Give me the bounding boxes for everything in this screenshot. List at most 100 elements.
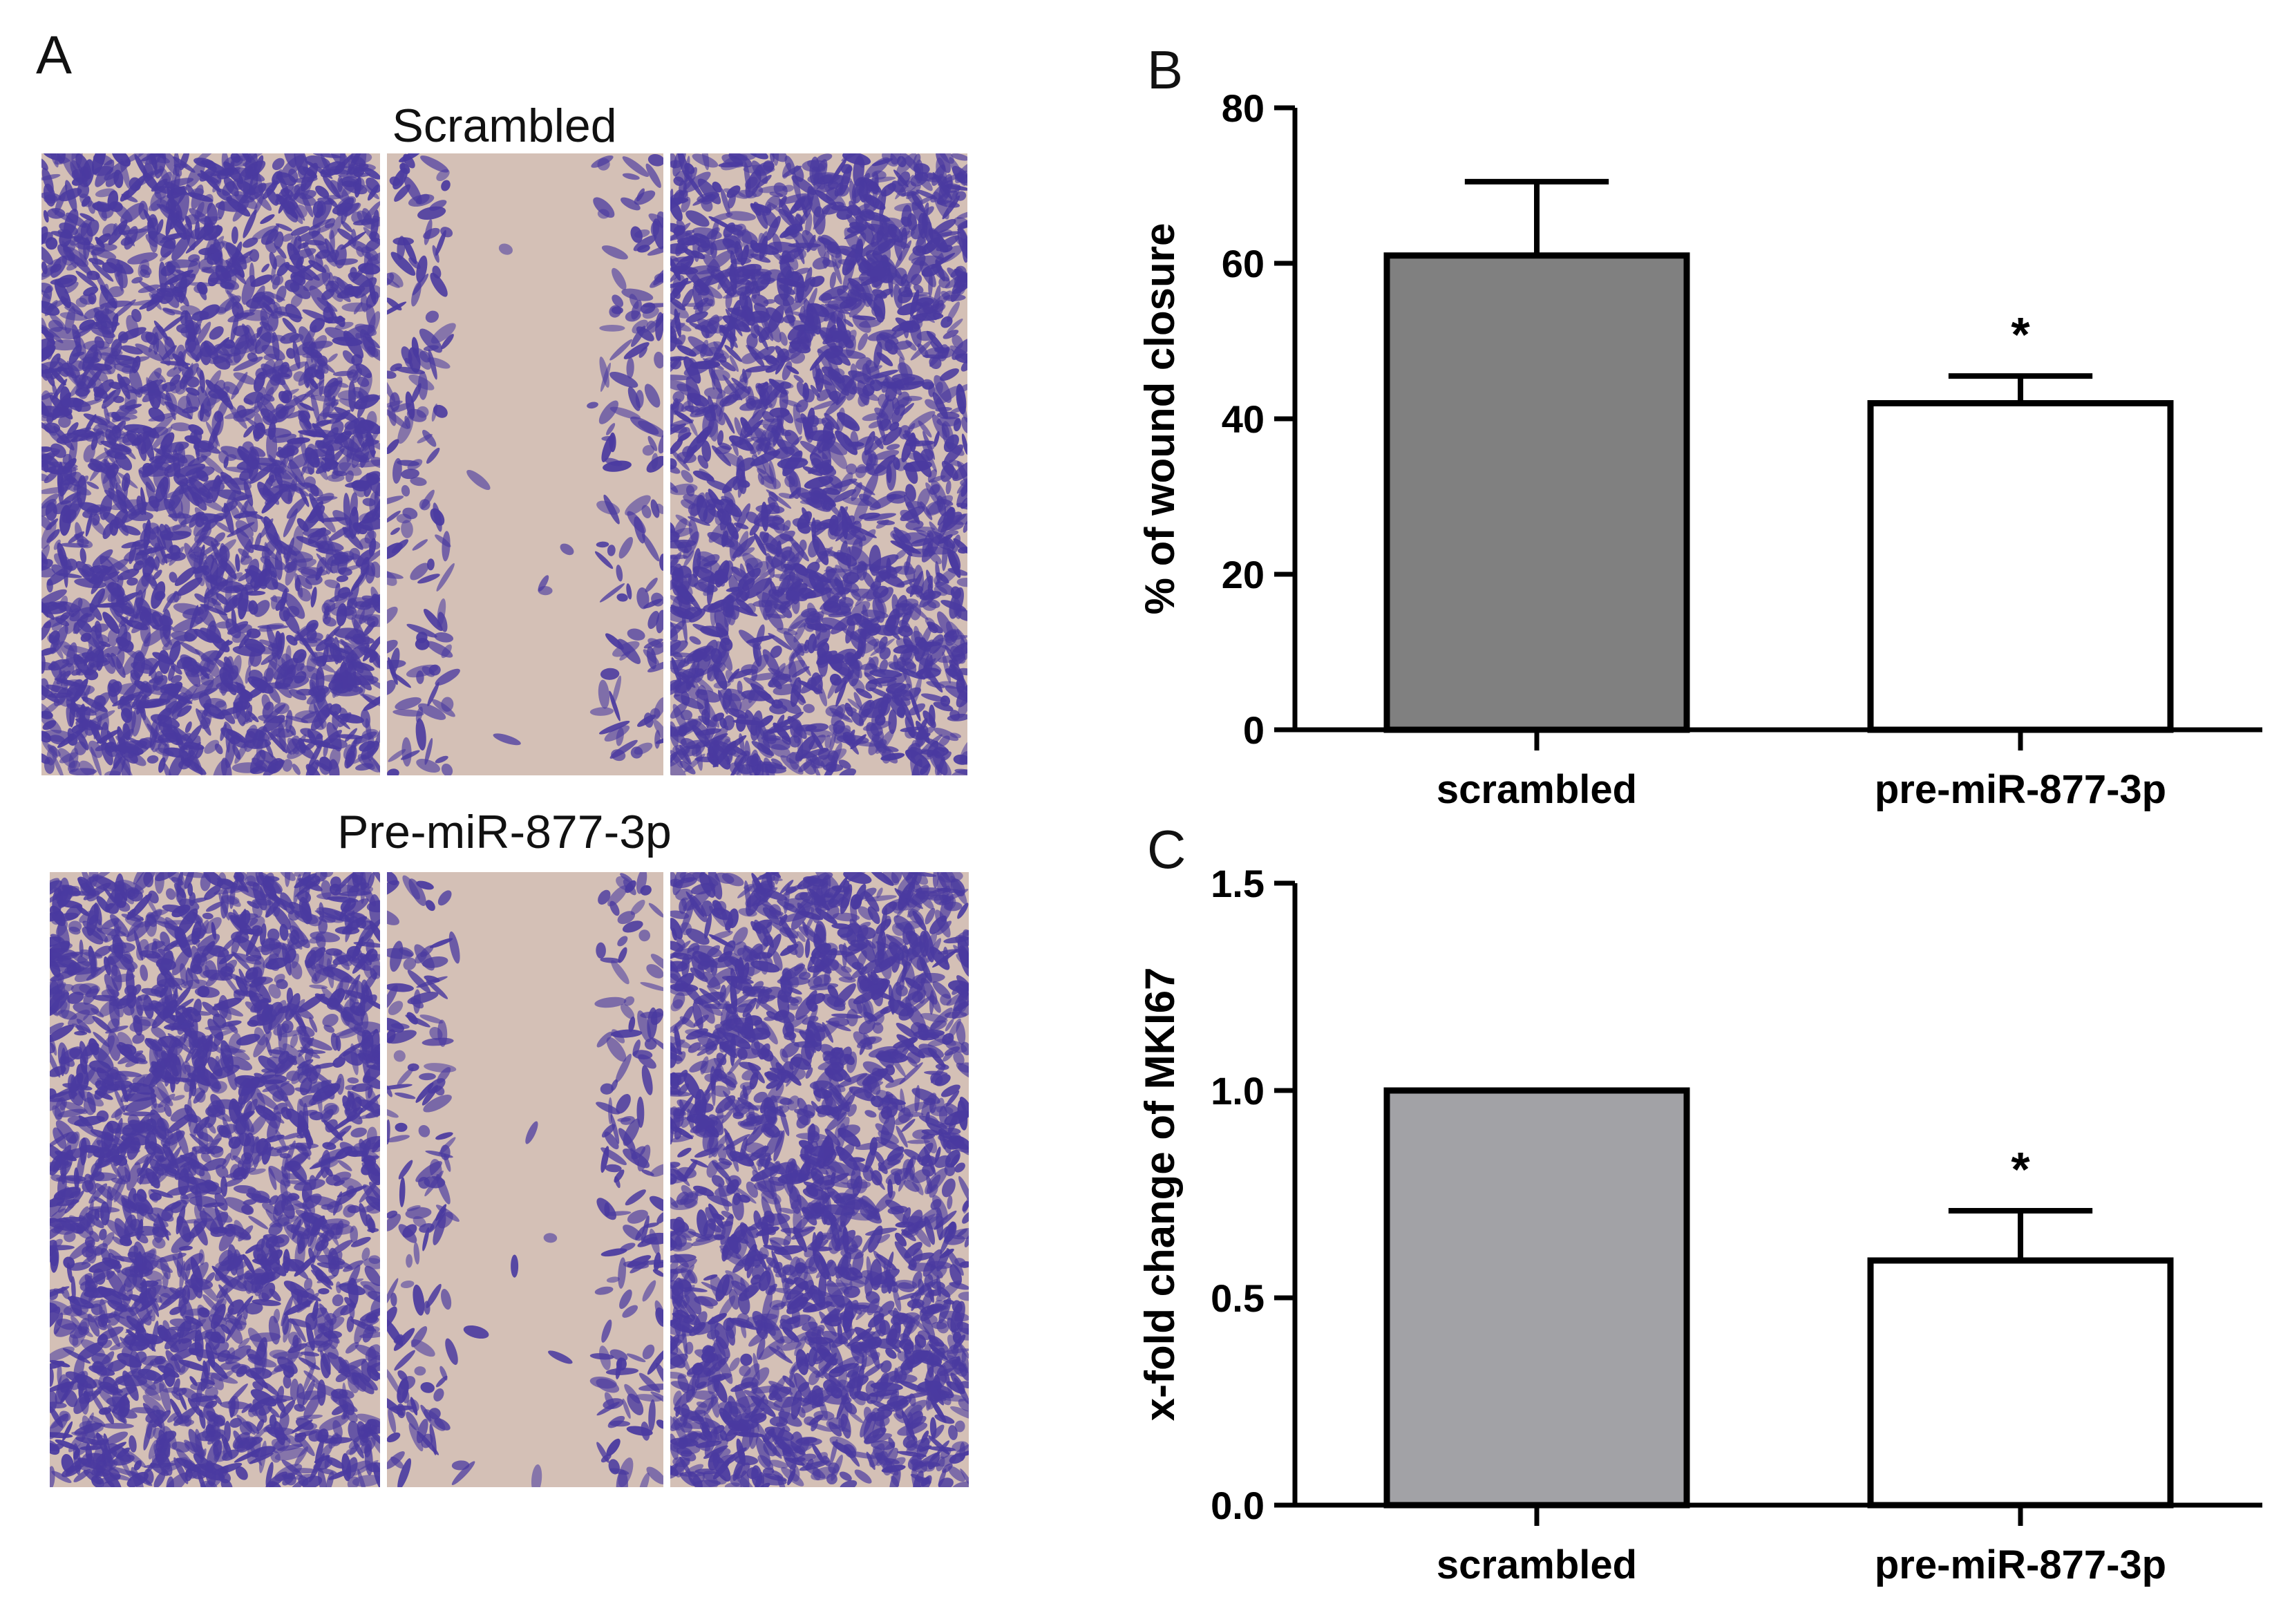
stained-cell bbox=[428, 664, 441, 676]
stained-cell bbox=[417, 433, 433, 444]
stained-cell bbox=[936, 190, 958, 205]
stained-cell bbox=[249, 182, 267, 200]
stained-cell bbox=[140, 709, 156, 739]
stained-cell bbox=[412, 539, 428, 551]
stained-cell bbox=[934, 728, 959, 742]
stained-cell bbox=[891, 695, 911, 707]
stained-cell bbox=[92, 513, 100, 526]
stained-cell bbox=[629, 294, 639, 310]
stained-cell bbox=[158, 615, 173, 627]
stained-cell bbox=[757, 329, 769, 350]
stained-cell bbox=[163, 763, 173, 775]
stained-cell bbox=[670, 325, 681, 349]
stained-cell bbox=[424, 219, 433, 245]
stained-cell bbox=[233, 408, 256, 422]
stained-cell bbox=[195, 317, 203, 329]
stained-cell bbox=[371, 756, 380, 775]
stained-cell bbox=[809, 348, 829, 371]
stained-cell bbox=[899, 532, 927, 544]
stained-cell bbox=[670, 379, 692, 392]
stained-cell bbox=[897, 391, 910, 408]
stained-cell bbox=[387, 606, 398, 627]
stained-cell bbox=[893, 284, 903, 309]
stained-cell bbox=[362, 614, 380, 627]
stained-cell bbox=[264, 577, 278, 590]
stained-cell bbox=[788, 572, 802, 587]
stained-cell bbox=[222, 938, 236, 952]
stained-cell bbox=[591, 155, 614, 168]
stained-cell bbox=[771, 699, 784, 709]
stained-cell bbox=[609, 371, 638, 388]
stained-cell bbox=[215, 639, 229, 661]
stained-cell bbox=[604, 725, 630, 742]
stained-cell bbox=[174, 567, 196, 586]
stained-cell bbox=[658, 433, 663, 454]
stained-cell bbox=[322, 427, 339, 447]
stained-cell bbox=[880, 753, 905, 761]
stained-cell bbox=[787, 610, 809, 632]
stained-cell bbox=[849, 546, 871, 567]
stained-cell bbox=[759, 385, 773, 405]
stained-cell bbox=[184, 310, 196, 343]
stained-cell bbox=[940, 600, 967, 612]
stained-cell bbox=[117, 683, 142, 695]
stained-cell bbox=[334, 551, 354, 567]
stained-cell bbox=[41, 621, 52, 641]
stained-cell bbox=[216, 167, 235, 180]
stained-cell bbox=[307, 513, 323, 523]
stained-cell bbox=[61, 397, 84, 408]
stained-cell bbox=[176, 288, 189, 307]
stained-cell bbox=[670, 551, 682, 578]
stained-cell bbox=[262, 415, 273, 426]
stained-cell bbox=[169, 282, 180, 303]
stained-cell bbox=[952, 338, 967, 360]
stained-cell bbox=[762, 649, 780, 675]
stained-cell bbox=[783, 631, 805, 656]
stained-cell bbox=[813, 202, 833, 230]
stained-cell bbox=[750, 240, 760, 254]
stained-cell bbox=[651, 641, 663, 655]
stained-cell bbox=[58, 573, 82, 578]
stained-cell bbox=[821, 417, 835, 431]
stained-cell bbox=[46, 518, 59, 531]
stained-cell bbox=[390, 252, 416, 276]
stained-cell bbox=[338, 567, 352, 576]
stained-cell bbox=[697, 685, 709, 716]
stained-cell bbox=[936, 153, 951, 173]
stained-cell bbox=[670, 423, 687, 438]
stained-cell bbox=[68, 344, 82, 365]
stained-cell bbox=[252, 225, 278, 240]
stained-cell bbox=[360, 708, 371, 728]
stained-cell bbox=[812, 628, 831, 651]
stained-cell bbox=[644, 384, 661, 408]
stained-cell bbox=[617, 639, 641, 664]
stained-cell bbox=[105, 556, 130, 574]
stained-cell bbox=[683, 167, 697, 191]
stained-cell bbox=[367, 346, 380, 363]
stained-cell bbox=[66, 703, 97, 716]
stained-cell bbox=[931, 747, 949, 757]
stained-cell bbox=[81, 196, 91, 207]
stained-cell bbox=[392, 457, 402, 484]
stained-cell bbox=[41, 390, 52, 419]
stained-cell bbox=[74, 741, 87, 755]
stained-cell bbox=[350, 1236, 371, 1247]
stained-cell bbox=[766, 725, 793, 733]
stained-cell bbox=[295, 652, 305, 672]
stained-cell bbox=[164, 1104, 172, 1117]
stained-cell bbox=[240, 689, 253, 702]
stained-cell bbox=[670, 612, 692, 623]
stained-cell bbox=[292, 263, 314, 278]
stained-cell bbox=[199, 370, 205, 393]
stained-cell bbox=[51, 379, 68, 401]
stained-cell bbox=[398, 153, 422, 162]
stained-cell bbox=[864, 431, 875, 455]
stained-cell bbox=[775, 659, 806, 681]
stained-cell bbox=[647, 611, 659, 630]
stained-cell bbox=[435, 534, 451, 547]
stained-cell bbox=[65, 427, 92, 439]
stained-cell bbox=[220, 1401, 251, 1410]
stained-cell bbox=[953, 417, 962, 432]
stained-cell bbox=[116, 575, 124, 592]
stained-cell bbox=[315, 507, 336, 533]
